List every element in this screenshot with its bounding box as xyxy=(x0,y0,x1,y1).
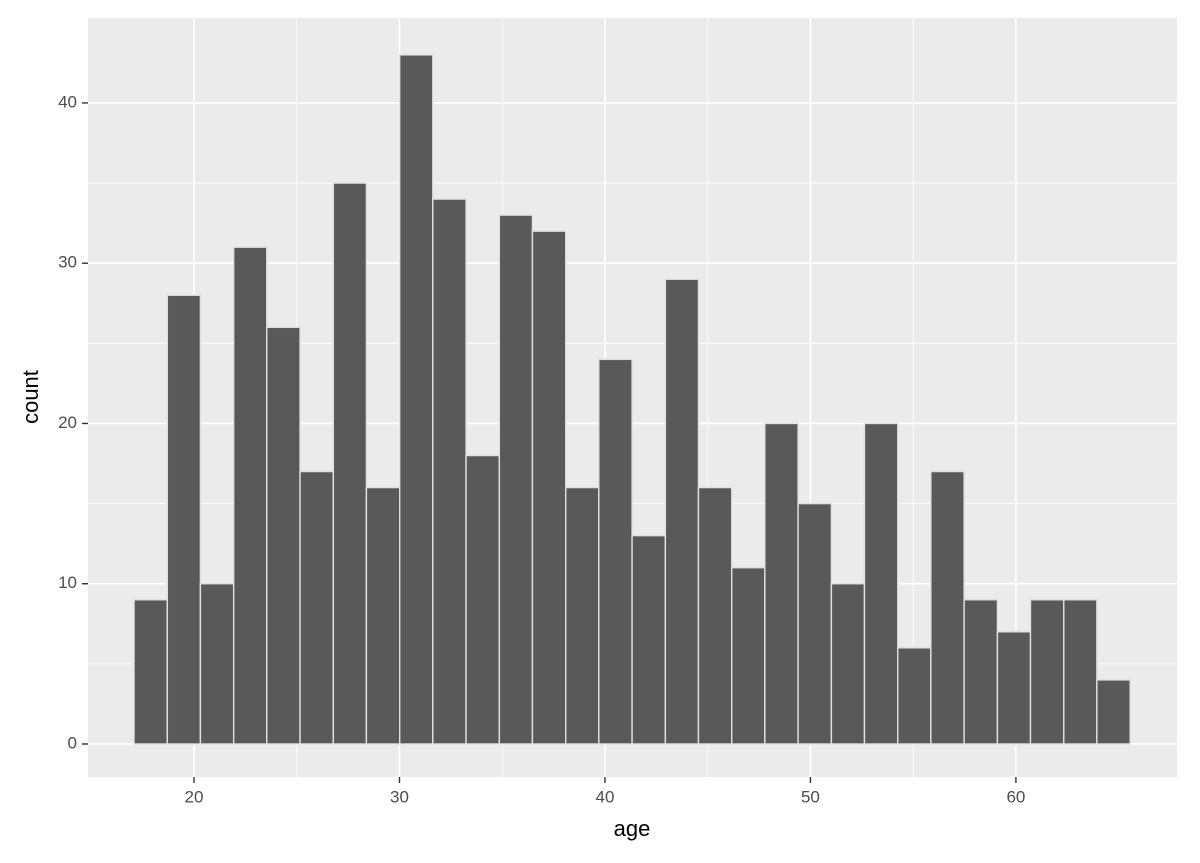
bar xyxy=(332,182,368,745)
bar xyxy=(930,470,965,745)
y-tick-label: 20 xyxy=(58,413,77,432)
bar xyxy=(764,422,799,745)
bar xyxy=(133,599,169,745)
bar xyxy=(299,470,335,745)
bar xyxy=(697,486,733,745)
bar xyxy=(731,566,766,745)
bar xyxy=(996,631,1032,745)
bar xyxy=(897,647,932,745)
x-tick-label: 50 xyxy=(801,787,820,806)
bar xyxy=(830,583,866,745)
bar xyxy=(432,198,467,745)
bar xyxy=(963,599,999,745)
bars xyxy=(133,54,1131,745)
bar xyxy=(498,214,534,745)
y-tick-label: 30 xyxy=(58,253,77,272)
bar xyxy=(166,294,202,745)
bar xyxy=(1096,679,1131,745)
y-tick-label: 10 xyxy=(58,573,77,592)
x-tick-label: 20 xyxy=(185,787,204,806)
axes: 20 30 40 50 60 0 10 20 30 40 xyxy=(58,92,1025,806)
x-tick-label: 60 xyxy=(1006,787,1025,806)
x-tick-label: 40 xyxy=(596,787,615,806)
bar xyxy=(365,486,401,745)
bar xyxy=(266,326,301,745)
bar xyxy=(598,358,633,745)
x-tick-label: 30 xyxy=(390,787,409,806)
x-axis-title: age xyxy=(614,816,651,841)
bar xyxy=(531,230,567,745)
y-tick-label: 0 xyxy=(68,733,77,752)
bar xyxy=(399,54,434,745)
bar xyxy=(565,486,600,745)
bar xyxy=(1029,599,1065,745)
bar xyxy=(1063,599,1098,745)
bar xyxy=(631,534,667,745)
bar xyxy=(465,454,501,745)
y-axis-title: count xyxy=(18,370,43,424)
y-tick-label: 40 xyxy=(58,92,77,111)
bar xyxy=(199,583,235,745)
bar xyxy=(664,278,700,745)
bar xyxy=(797,502,833,745)
bar xyxy=(863,422,899,745)
bar xyxy=(232,246,268,745)
